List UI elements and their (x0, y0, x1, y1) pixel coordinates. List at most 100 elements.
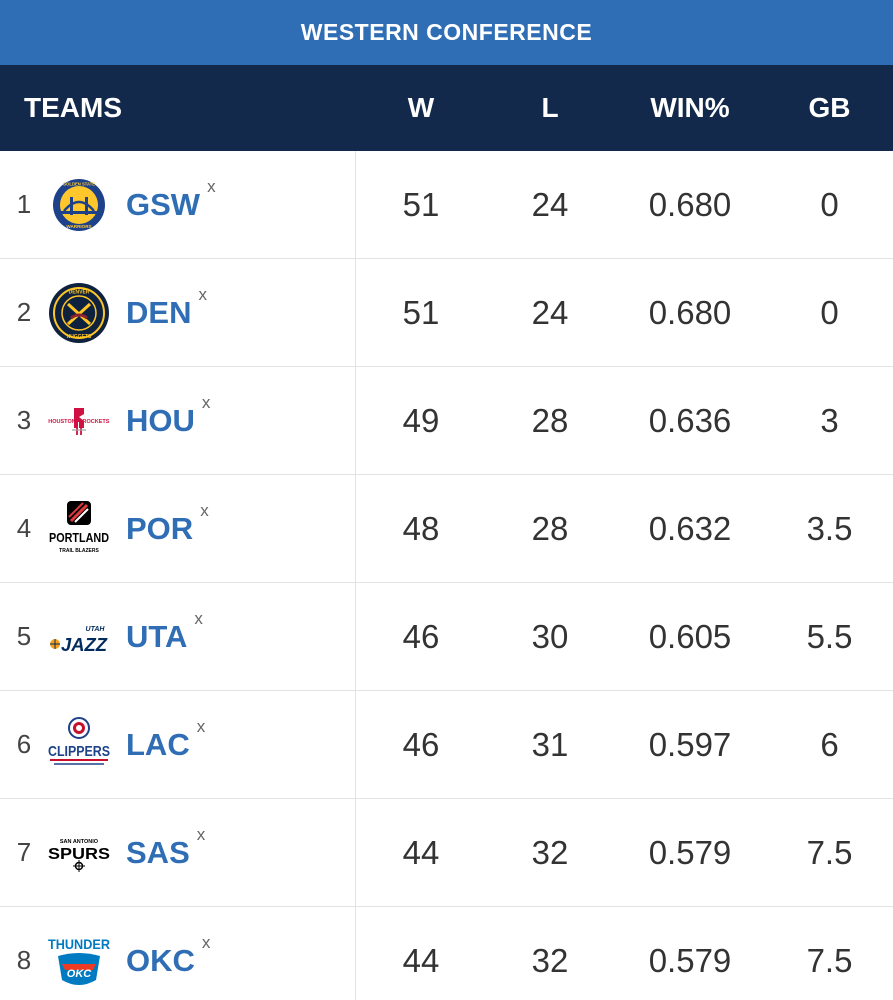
wins-value: 44 (402, 941, 440, 979)
team-abbr-link[interactable]: LAC (126, 726, 190, 762)
standings-header: TEAMS W L WIN% GB (0, 65, 893, 151)
logo-text: TRAIL BLAZERS (59, 548, 99, 554)
losses-value: 32 (531, 941, 569, 979)
team-cell: 8 THUNDER OKC OKC x (0, 907, 356, 1000)
logo-text: SAN ANTONIO (60, 839, 99, 845)
win-pct-value: 0.579 (648, 833, 732, 871)
header-losses[interactable]: L (541, 92, 559, 123)
team-rank: 3 (16, 405, 32, 435)
losses-value: 28 (531, 401, 569, 439)
logo-text: CLIPPERS (48, 743, 110, 760)
team-cell: 5 JAZZ UTAH UTA x (0, 583, 356, 690)
wins-value: 46 (402, 617, 440, 655)
losses-value: 30 (531, 617, 569, 655)
team-cell: 2 DENVER NUGGETS DEN x (0, 259, 356, 366)
header-wins[interactable]: W (407, 92, 435, 123)
games-behind-value: 7.5 (806, 941, 853, 979)
wins-value: 49 (402, 401, 440, 439)
table-row[interactable]: 1 GOLDEN STATE WARRIORS GSW x 51 24 0.68… (0, 151, 893, 259)
table-row[interactable]: 7 SAN ANTONIO SPURS SAS x 44 32 0.579 7.… (0, 799, 893, 907)
trail-blazers-logo-icon[interactable]: PORTLAND TRAIL BLAZERS (46, 496, 112, 562)
games-behind-value: 0 (820, 185, 839, 223)
table-row[interactable]: 8 THUNDER OKC OKC x 44 32 0.579 7.5 (0, 907, 893, 1000)
wins-value: 46 (402, 725, 440, 763)
games-behind-value: 7.5 (806, 833, 853, 871)
wins-value: 44 (402, 833, 440, 871)
logo-text: OKC (67, 968, 93, 980)
conference-banner: WESTERN CONFERENCE (0, 0, 893, 65)
header-games-behind[interactable]: GB (808, 92, 851, 123)
clinched-marker: x (196, 825, 206, 844)
team-rank: 6 (16, 729, 32, 759)
win-pct-value: 0.579 (648, 941, 732, 979)
games-behind-value: 6 (820, 725, 839, 763)
table-row[interactable]: 5 JAZZ UTAH UTA x 46 30 0.605 5.5 (0, 583, 893, 691)
win-pct-value: 0.636 (648, 401, 732, 439)
wins-value: 51 (402, 293, 440, 331)
losses-value: 32 (531, 833, 569, 871)
jazz-logo-icon[interactable]: JAZZ UTAH (46, 604, 112, 670)
clinched-marker: x (200, 501, 209, 520)
logo-text: HOUSTON (48, 419, 75, 425)
logo-text: JAZZ (61, 635, 108, 654)
team-cell: 1 GOLDEN STATE WARRIORS GSW x (0, 151, 356, 258)
team-abbr-link[interactable]: POR (126, 510, 194, 546)
standings-table: 1 GOLDEN STATE WARRIORS GSW x 51 24 0.68… (0, 151, 893, 1000)
clinched-marker: x (207, 177, 216, 196)
logo-text: DENVER (69, 289, 90, 295)
table-row[interactable]: 2 DENVER NUGGETS DEN x 51 24 0.680 0 (0, 259, 893, 367)
logo-text: UTAH (86, 626, 106, 633)
logo-text: GOLDEN STATE (63, 181, 95, 186)
team-rank: 2 (16, 297, 32, 327)
spurs-logo-icon[interactable]: SAN ANTONIO SPURS (46, 820, 112, 886)
table-row[interactable]: 6 CLIPPERS LAC x 46 31 0.597 6 (0, 691, 893, 799)
win-pct-value: 0.680 (648, 185, 732, 223)
rockets-logo-icon[interactable]: HOUSTON ROCKETS (46, 388, 112, 454)
games-behind-value: 3.5 (806, 509, 853, 547)
losses-value: 31 (531, 725, 569, 763)
header-win-pct[interactable]: WIN% (650, 92, 730, 123)
games-behind-value: 0 (820, 293, 839, 331)
team-abbr-link[interactable]: UTA (126, 618, 188, 654)
table-row[interactable]: 4 PORTLAND TRAIL BLAZERS POR x 48 28 0.6… (0, 475, 893, 583)
logo-text: PORTLAND (49, 530, 109, 545)
nuggets-logo-icon[interactable]: DENVER NUGGETS (46, 280, 112, 346)
team-abbr-link[interactable]: DEN (126, 294, 192, 330)
clippers-logo-icon[interactable]: CLIPPERS (46, 712, 112, 778)
header-teams[interactable]: TEAMS (24, 92, 122, 123)
team-rank: 4 (16, 513, 32, 543)
table-row[interactable]: 3 HOUSTON ROCKETS HOU x 49 28 0.636 3 (0, 367, 893, 475)
team-abbr-link[interactable]: GSW (126, 186, 201, 222)
logo-text: SPURS (48, 846, 110, 863)
logo-text: NUGGETS (67, 334, 92, 340)
win-pct-value: 0.605 (648, 617, 732, 655)
warriors-logo-icon[interactable]: GOLDEN STATE WARRIORS (46, 172, 112, 238)
clinched-marker: x (196, 717, 206, 736)
team-cell: 4 PORTLAND TRAIL BLAZERS POR x (0, 475, 356, 582)
clinched-marker: x (194, 609, 203, 628)
team-cell: 3 HOUSTON ROCKETS HOU x (0, 367, 356, 474)
games-behind-value: 3 (820, 401, 839, 439)
wins-value: 48 (402, 509, 440, 547)
team-abbr-link[interactable]: SAS (126, 834, 190, 870)
clinched-marker: x (201, 933, 211, 952)
team-rank: 7 (16, 837, 32, 867)
losses-value: 24 (531, 185, 569, 223)
clinched-marker: x (198, 285, 207, 304)
logo-text: WARRIORS (66, 224, 91, 229)
losses-value: 28 (531, 509, 569, 547)
wins-value: 51 (402, 185, 440, 223)
team-cell: 7 SAN ANTONIO SPURS SAS x (0, 799, 356, 906)
team-rank: 1 (16, 189, 32, 219)
win-pct-value: 0.597 (648, 725, 732, 763)
win-pct-value: 0.680 (648, 293, 732, 331)
thunder-logo-icon[interactable]: THUNDER OKC (46, 928, 112, 994)
losses-value: 24 (531, 293, 569, 331)
win-pct-value: 0.632 (648, 509, 732, 547)
team-rank: 8 (16, 945, 32, 975)
conference-title: WESTERN CONFERENCE (300, 19, 593, 45)
logo-text: ROCKETS (83, 419, 110, 425)
team-abbr-link[interactable]: OKC (126, 942, 195, 978)
team-abbr-link[interactable]: HOU (126, 402, 195, 438)
games-behind-value: 5.5 (806, 617, 853, 655)
